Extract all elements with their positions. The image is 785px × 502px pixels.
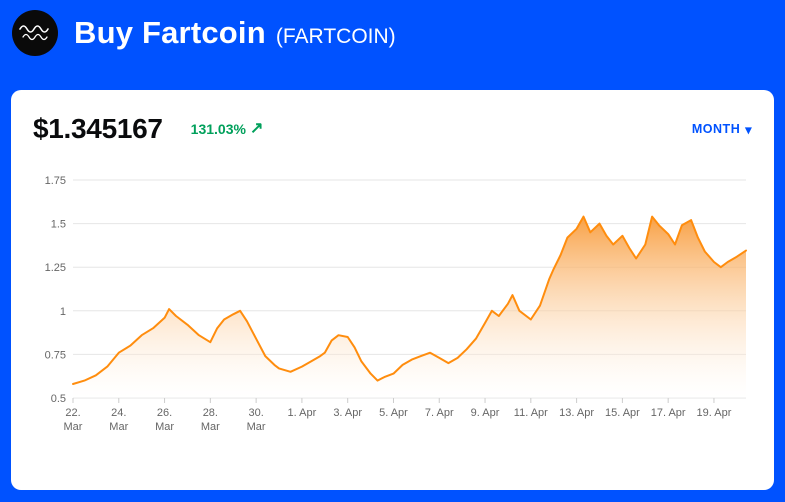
page-header: Buy Fartcoin (FARTCOIN)	[12, 10, 396, 56]
y-tick-label: 0.75	[45, 349, 66, 361]
x-tick-label: 22.	[65, 407, 80, 419]
x-tick-label: 11. Apr	[514, 407, 548, 419]
page-title-group: Buy Fartcoin (FARTCOIN)	[74, 15, 396, 51]
price-change-badge: 131.03% ↗	[190, 120, 264, 138]
price-card: $1.345167 131.03% ↗ MONTH ▾ 0.5 0.75 1 1.25…	[11, 90, 774, 490]
x-tick-label: Mar	[155, 421, 174, 433]
chart-container: 0.5 0.75 1 1.25 1.5 1.75 22. Mar 24. Mar 26. Mar 28.…	[33, 172, 752, 449]
chevron-down-icon: ▾	[745, 122, 752, 137]
x-tick-label: Mar	[201, 421, 220, 433]
price-change-percent: 131.03%	[190, 121, 246, 137]
fartcoin-logo-icon	[12, 10, 58, 56]
chart-area-fill	[73, 216, 746, 398]
x-tick-label: 17. Apr	[651, 407, 686, 419]
period-label: MONTH	[691, 122, 741, 136]
x-tick-label: 30.	[248, 407, 263, 419]
x-tick-label: 19. Apr	[697, 407, 732, 419]
x-tick-label: Mar	[247, 421, 266, 433]
chart-line	[72, 215, 747, 385]
x-tick-label: 1. Apr	[288, 407, 317, 419]
x-tick-label: Mar	[109, 421, 128, 433]
current-price: $1.345167	[33, 113, 163, 144]
x-tick-label: 26.	[157, 407, 172, 419]
y-tick-label: 1	[60, 306, 66, 318]
price-row: $1.345167 131.03% ↗ MONTH ▾	[33, 112, 752, 146]
y-tick-label: 1.75	[45, 175, 66, 187]
x-tick-label: 5. Apr	[379, 407, 408, 419]
x-tick-label: 15. Apr	[605, 407, 640, 419]
up-right-arrow-icon: ↗	[249, 120, 264, 137]
y-tick-label: 1.25	[45, 262, 66, 274]
x-tick-label: 24.	[111, 407, 126, 419]
y-tick-label: 1.5	[51, 219, 66, 231]
period-selector[interactable]: MONTH ▾	[692, 122, 752, 137]
x-tick-label: 13. Apr	[559, 407, 594, 419]
y-tick-label: 0.5	[51, 393, 66, 405]
x-tick-label: 3. Apr	[333, 407, 362, 419]
x-tick-label: 28.	[203, 407, 218, 419]
price-chart[interactable]: 0.5 0.75 1 1.25 1.5 1.75 22. Mar 24. Mar 26. Mar 28.…	[33, 172, 752, 444]
x-tick-label: 9. Apr	[471, 407, 500, 419]
page-title: Buy Fartcoin	[74, 15, 266, 50]
x-tick-label: 7. Apr	[425, 407, 454, 419]
x-tick-label: Mar	[64, 421, 83, 433]
fartcoin-logo	[12, 10, 58, 56]
ticker-symbol: (FARTCOIN)	[275, 25, 396, 48]
